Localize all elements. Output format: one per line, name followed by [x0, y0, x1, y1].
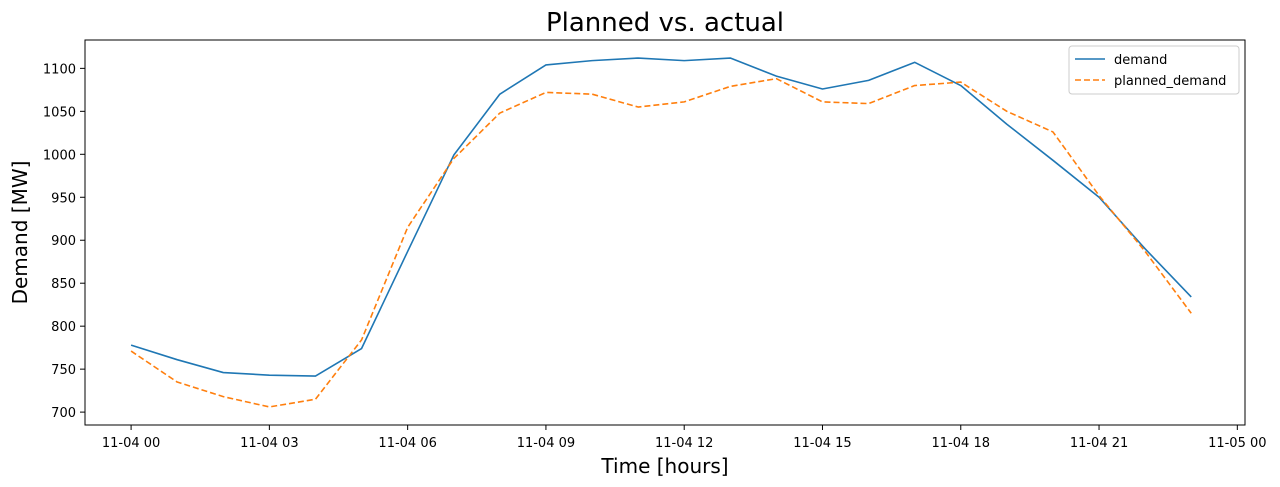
x-axis-ticks: 11-04 00 11-04 03 11-04 06 11-04 09 11-04 12…: [102, 425, 1267, 451]
x-tick-label: 11-04 00: [102, 436, 160, 451]
y-tick-label: 800: [51, 320, 76, 335]
legend-box: [1068, 45, 1240, 95]
plot-area: [84, 39, 1246, 426]
y-tick-label: 1000: [43, 148, 76, 163]
x-tick-label: 11-04 09: [517, 436, 575, 451]
x-tick-label: 11-04 03: [240, 436, 298, 451]
series-line-demand: [130, 57, 1192, 377]
y-tick-label: 700: [51, 406, 76, 421]
x-axis-label: Time [hours]: [600, 454, 728, 478]
y-axis-ticks: 700 750 800 850 900 950 1000 1050 1100: [43, 62, 85, 421]
y-tick-label: 900: [51, 234, 76, 249]
x-tick-label: 11-04 12: [655, 436, 713, 451]
y-tick-label: 750: [51, 363, 76, 378]
legend-label-planned-demand: planned_demand: [1114, 74, 1226, 89]
legend-label-demand: demand: [1114, 53, 1167, 68]
x-tick-label: 11-05 00: [1208, 436, 1266, 451]
x-tick-label: 11-04 18: [932, 436, 990, 451]
y-tick-label: 1050: [43, 105, 76, 120]
y-tick-label: 850: [51, 277, 76, 292]
y-axis-label: Demand [MW]: [8, 161, 32, 305]
series-line-planned-demand: [130, 77, 1192, 408]
y-tick-label: 1100: [43, 62, 76, 77]
y-tick-label: 950: [51, 191, 76, 206]
x-tick-label: 11-04 21: [1070, 436, 1128, 451]
series-lines: [130, 57, 1192, 408]
x-tick-label: 11-04 06: [378, 436, 436, 451]
legend: demand planned_demand: [1068, 45, 1240, 95]
x-tick-label: 11-04 15: [793, 436, 851, 451]
chart-title: Planned vs. actual: [546, 8, 784, 38]
